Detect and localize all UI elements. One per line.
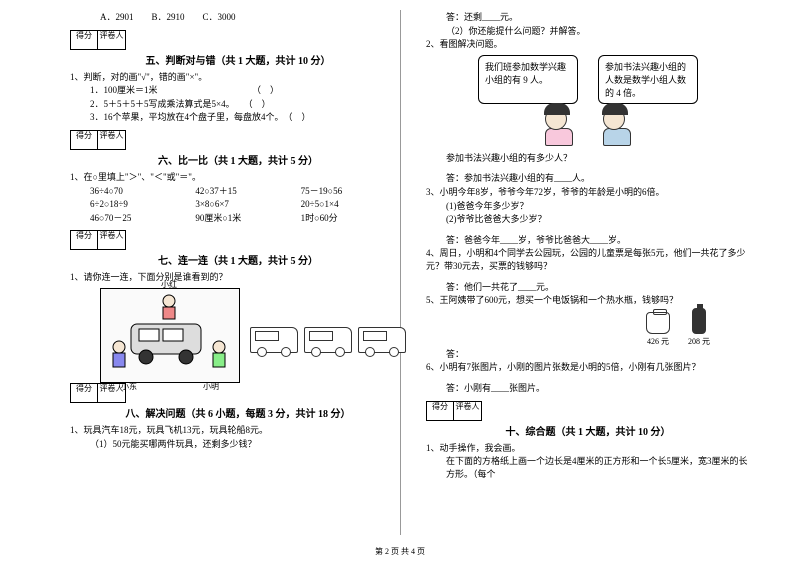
sec8-q1: 1、玩具汽车18元，玩具飞机13元，玩具轮船8元。	[70, 424, 406, 437]
person-icon	[603, 108, 631, 146]
section-6-title: 六、比一比（共 1 大题，共计 5 分）	[70, 152, 406, 167]
ans1b: （2）你还能提什么问题？并解答。	[426, 25, 750, 38]
sec6-row2: 6÷2○18÷9 3×8○6×7 20÷5○1×4	[70, 198, 406, 211]
bottle-price: 208 元	[688, 336, 710, 347]
score-label: 得分	[70, 230, 98, 250]
section-7-title: 七、连一连（共 1 大题，共计 5 分）	[70, 252, 406, 267]
reviewer-label: 评卷人	[454, 401, 482, 421]
section-10-title: 十、综合题（共 1 大题，共计 10 分）	[426, 423, 750, 438]
score-box-6: 得分 评卷人	[70, 130, 406, 150]
q2q: 参加书法兴趣小组的有多少人？	[426, 152, 750, 165]
item-prices: 426 元 208 元	[426, 308, 710, 347]
label-xiaohong: 小红	[161, 279, 177, 290]
cell: 36÷4○70	[90, 185, 195, 198]
label-xiaoming: 小明	[203, 381, 219, 392]
reviewer-label: 评卷人	[98, 30, 126, 50]
bubble-left: 我们班参加数学兴趣小组的有 9 人。	[478, 55, 578, 104]
pot-icon	[646, 312, 670, 334]
sec5-b: 2．5＋5＋5＋5写成乘法算式是5×4。 （ ）	[70, 98, 406, 111]
score-box-7: 得分 评卷人	[70, 230, 406, 250]
q2a: 答：参加书法兴趣小组的有____人。	[426, 172, 750, 185]
sec6-q1: 1、在○里填上"＞"、"＜"或"＝"。	[70, 171, 406, 184]
q5a: 答：	[426, 348, 750, 361]
left-column: A．2901 B．2910 C．3000 得分 评卷人 五、判断对与错（共 1 …	[60, 10, 416, 545]
sec10-q1: 1、动手操作，我会画。	[426, 442, 750, 455]
cell: 3×8○6×7	[195, 198, 300, 211]
cell: 1时○60分	[301, 212, 406, 225]
bottle-item: 208 元	[688, 308, 710, 347]
sec6-row1: 36÷4○70 42○37＋15 75－19○56	[70, 185, 406, 198]
reviewer-label: 评卷人	[98, 230, 126, 250]
pot-price: 426 元	[646, 336, 670, 347]
q4a: 答：他们一共花了____元。	[426, 281, 750, 294]
q2: 2、看图解决问题。	[426, 38, 750, 51]
sec8-q1a: （1）50元能买哪两件玩具，还剩多少钱？	[70, 438, 406, 451]
people-icons	[426, 108, 750, 146]
problem-image: 小红 小东 小明	[100, 288, 240, 383]
score-label: 得分	[70, 30, 98, 50]
q4: 4、周日，小明和4个同学去公园玩，公园的儿童票是每张5元，他们一共花了多少元？带…	[426, 247, 750, 272]
sec5-c: 3．16个苹果，平均放在4个盘子里，每盘放4个。 （ ）	[70, 111, 406, 124]
cell: 42○37＋15	[195, 185, 300, 198]
q3b: (2)爷爷比爸爸大多少岁？	[426, 213, 750, 226]
sec5-a: 1．100厘米＝1米 （ ）	[70, 84, 406, 97]
speech-bubbles: 我们班参加数学兴趣小组的有 9 人。 参加书法兴趣小组的人数是数学小组人数的 4…	[426, 55, 750, 104]
sec7-q1: 1、请你连一连，下面分别是谁看到的？	[70, 271, 406, 284]
person-icon	[545, 108, 573, 146]
bottle-icon	[692, 308, 706, 334]
van-options	[250, 327, 406, 353]
page-footer: 第 2 页 共 4 页	[0, 546, 800, 557]
score-box-10: 得分 评卷人	[426, 401, 750, 421]
van-icon	[304, 327, 352, 353]
top-options: A．2901 B．2910 C．3000	[70, 11, 406, 24]
q3: 3、小明今年8岁，爷爷今年72岁，爷爷的年龄是小明的6倍。	[426, 186, 750, 199]
section-5-title: 五、判断对与错（共 1 大题，共计 10 分）	[70, 52, 406, 67]
label-xiaodong: 小东	[121, 381, 137, 392]
q6a: 答：小刚有____张图片。	[426, 382, 750, 395]
q3ans: 答：爸爸今年____岁，爷爷比爸爸大____岁。	[426, 234, 750, 247]
score-label: 得分	[70, 383, 98, 403]
score-label: 得分	[426, 401, 454, 421]
cell: 20÷5○1×4	[301, 198, 406, 211]
score-box-5: 得分 评卷人	[70, 30, 406, 50]
sec6-row3: 46○70－25 90厘米○1米 1时○60分	[70, 212, 406, 225]
van-icon	[358, 327, 406, 353]
right-column: 答：还剩____元。 （2）你还能提什么问题？并解答。 2、看图解决问题。 我们…	[416, 10, 760, 545]
ans1: 答：还剩____元。	[426, 11, 750, 24]
cell: 46○70－25	[90, 212, 195, 225]
sec5-q1: 1、判断，对的画"√"，错的画"×"。	[70, 71, 406, 84]
q6: 6、小明有7张图片，小刚的图片张数是小明的5倍，小刚有几张图片？	[426, 361, 750, 374]
q3a: (1)爸爸今年多少岁？	[426, 200, 750, 213]
reviewer-label: 评卷人	[98, 130, 126, 150]
cell: 6÷2○18÷9	[90, 198, 195, 211]
section-8-title: 八、解决问题（共 6 小题，每题 3 分，共计 18 分）	[70, 405, 406, 420]
score-label: 得分	[70, 130, 98, 150]
scene-svg	[101, 289, 241, 384]
bubble-right: 参加书法兴趣小组的人数是数学小组人数的 4 倍。	[598, 55, 698, 104]
cell: 90厘米○1米	[195, 212, 300, 225]
cell: 75－19○56	[301, 185, 406, 198]
sec10-q1a: 在下面的方格纸上画一个边长是4厘米的正方形和一个长5厘米，宽3厘米的长方形。（每…	[426, 455, 750, 480]
van-icon	[250, 327, 298, 353]
pot-item: 426 元	[646, 312, 670, 347]
